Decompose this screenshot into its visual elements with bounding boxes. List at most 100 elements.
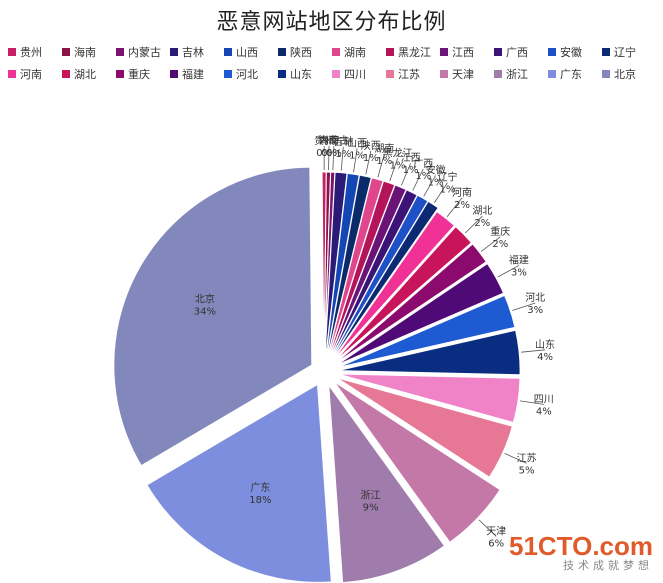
slice-name-label: 湖南	[374, 142, 394, 155]
pie-slice	[337, 294, 516, 369]
slice-percent-label: 0%	[326, 148, 342, 159]
slice-percent-label: 1%	[335, 149, 351, 160]
legend-label: 重庆	[128, 68, 150, 81]
legend-swatch	[278, 70, 286, 78]
pie-slice	[113, 166, 313, 467]
slice-name-label: 山西	[347, 137, 367, 149]
legend-item: 贵州	[8, 44, 62, 60]
slice-percent-label: 1%	[363, 153, 379, 164]
legend-item: 海南	[62, 44, 116, 60]
legend-swatch	[116, 48, 124, 56]
slice-name-label: 贵州	[314, 134, 334, 147]
legend-label: 江苏	[398, 68, 420, 81]
leader-line	[328, 146, 330, 171]
slice-percent-label: 5%	[519, 465, 535, 476]
legend-label: 山东	[290, 68, 312, 81]
slice-percent-label: 9%	[363, 503, 379, 514]
slice-name-label: 福建	[509, 253, 529, 266]
leader-line	[464, 215, 483, 234]
legend-label: 山西	[236, 46, 258, 59]
slice-percent-label: 4%	[537, 352, 553, 363]
leader-line	[478, 519, 497, 537]
slice-name-label: 江西	[401, 152, 421, 164]
chart-title: 恶意网站地区分布比例	[216, 10, 447, 35]
slice-percent-label: 1%	[376, 156, 392, 167]
legend-label: 安徽	[560, 46, 582, 59]
legend-item: 陕西	[278, 44, 332, 60]
slice-name-label: 重庆	[490, 225, 510, 238]
legend-swatch	[278, 48, 286, 56]
legend-item: 黑龙江	[386, 44, 440, 60]
legend-item: 山西	[224, 44, 278, 60]
slice-name-label: 黑龙江	[383, 146, 413, 159]
leader-line	[423, 175, 436, 197]
slice-percent-label: 34%	[194, 307, 216, 318]
watermark-main-text: 51CTO.com	[508, 531, 653, 561]
leader-line	[401, 163, 411, 186]
leader-line	[412, 168, 424, 191]
pie-slice	[146, 383, 332, 583]
slice-name-label: 浙江	[361, 490, 381, 502]
slice-name-label: 河南	[452, 186, 472, 199]
slice-name-label: 河北	[525, 292, 545, 304]
pie-slice	[337, 329, 521, 376]
leader-line	[377, 154, 385, 178]
legend-item: 北京	[602, 66, 656, 82]
legend-item: 湖北	[62, 66, 116, 82]
legend-swatch	[8, 48, 16, 56]
pie-slice	[336, 262, 505, 366]
slice-name-label: 安徽	[426, 163, 446, 176]
legend-label: 内蒙古	[128, 46, 161, 59]
legend-label: 天津	[452, 68, 474, 81]
legend-label: 辽宁	[614, 46, 636, 59]
legend-swatch	[116, 70, 124, 78]
legend-swatch	[494, 48, 502, 56]
slice-name-label: 广东	[250, 481, 270, 494]
watermark-sub-text: 技术成就梦想	[563, 559, 653, 572]
legend-item: 福建	[170, 66, 224, 82]
legend-swatch	[224, 70, 232, 78]
slice-name-label: 湖北	[472, 205, 492, 217]
legend-label: 浙江	[506, 68, 528, 81]
legend-swatch	[170, 70, 178, 78]
legend-swatch	[62, 70, 70, 78]
leader-line	[434, 182, 448, 203]
leader-line	[340, 146, 344, 171]
slice-percent-label: 6%	[488, 538, 504, 549]
legend-label: 吉林	[182, 46, 204, 59]
slice-name-label: 北京	[195, 293, 215, 306]
legend-label: 北京	[614, 68, 636, 81]
legend-label: 黑龙江	[398, 46, 431, 59]
legend-label: 广西	[506, 46, 528, 59]
leader-line	[521, 349, 546, 353]
legend-item: 江西	[440, 44, 494, 60]
legend-swatch	[332, 70, 340, 78]
pie-slice	[333, 225, 473, 363]
pie-slice	[333, 381, 501, 544]
legend-label: 四川	[344, 68, 366, 81]
watermark-logo: 51CTO.com 技术成就梦想	[509, 533, 653, 573]
legend-swatch	[170, 48, 178, 56]
legend-item: 浙江	[494, 66, 548, 82]
legend-swatch	[386, 70, 394, 78]
legend-swatch	[8, 70, 16, 78]
legend-swatch	[332, 48, 340, 56]
legend-item: 广东	[548, 66, 602, 82]
leader-line	[365, 150, 372, 175]
slice-percent-label: 1%	[390, 160, 406, 171]
slice-name-label: 江苏	[517, 451, 537, 464]
legend-swatch	[548, 48, 556, 56]
legend-item: 安徽	[548, 44, 602, 60]
leader-line	[389, 158, 398, 182]
legend-item: 内蒙古	[116, 44, 170, 60]
legend-item: 吉林	[170, 44, 224, 60]
leader-line	[519, 400, 544, 405]
slice-percent-label: 0%	[321, 148, 337, 159]
legend-item: 辽宁	[602, 44, 656, 60]
legend-swatch	[602, 48, 610, 56]
slice-name-label: 吉林	[333, 135, 353, 148]
legend-label: 广东	[560, 68, 582, 81]
slice-percent-label: 1%	[415, 171, 431, 182]
legend-item: 江苏	[386, 66, 440, 82]
